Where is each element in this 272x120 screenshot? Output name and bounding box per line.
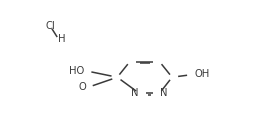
Text: N: N: [160, 88, 168, 98]
Text: H: H: [58, 34, 66, 44]
Text: O: O: [79, 82, 87, 92]
Text: N: N: [131, 88, 138, 98]
Text: OH: OH: [194, 69, 209, 79]
Text: HO: HO: [69, 66, 85, 76]
Text: Cl: Cl: [46, 21, 55, 31]
